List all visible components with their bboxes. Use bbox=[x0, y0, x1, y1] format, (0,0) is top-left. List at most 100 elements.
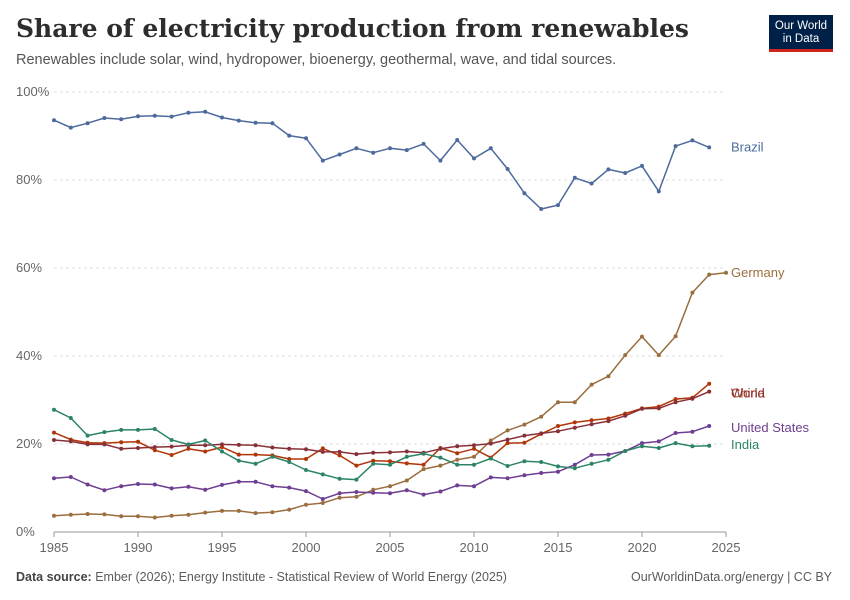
data-point bbox=[556, 203, 560, 208]
data-point bbox=[236, 508, 241, 513]
data-point bbox=[102, 442, 107, 447]
data-point bbox=[253, 120, 258, 125]
data-point bbox=[505, 437, 510, 442]
series-label-united-states[interactable]: United States bbox=[731, 420, 810, 435]
series-label-india[interactable]: India bbox=[731, 437, 760, 452]
data-point bbox=[270, 445, 275, 450]
data-point bbox=[690, 444, 695, 449]
data-point bbox=[673, 334, 678, 339]
data-point bbox=[354, 452, 359, 457]
data-point bbox=[404, 148, 409, 153]
data-point bbox=[304, 136, 308, 141]
data-point bbox=[522, 473, 527, 478]
data-point bbox=[186, 110, 191, 115]
data-point bbox=[472, 443, 476, 448]
data-point bbox=[136, 482, 140, 486]
data-point bbox=[505, 464, 510, 468]
series-line-world[interactable] bbox=[53, 390, 710, 455]
data-point bbox=[522, 191, 527, 196]
data-point bbox=[455, 444, 460, 449]
data-point bbox=[539, 431, 544, 436]
data-point bbox=[707, 443, 712, 448]
data-point bbox=[388, 462, 392, 467]
data-point bbox=[438, 455, 443, 460]
series-line-india[interactable] bbox=[53, 409, 710, 481]
data-point bbox=[472, 454, 476, 459]
data-point bbox=[287, 133, 292, 138]
data-point bbox=[287, 457, 292, 461]
data-point bbox=[522, 422, 527, 427]
series-line-germany[interactable] bbox=[53, 272, 727, 519]
data-point bbox=[623, 413, 628, 418]
data-point bbox=[304, 468, 308, 472]
data-point bbox=[136, 514, 140, 519]
data-point bbox=[152, 445, 157, 450]
x-tick-label: 1985 bbox=[40, 540, 69, 555]
data-point bbox=[472, 484, 476, 489]
data-point bbox=[236, 452, 241, 457]
data-point bbox=[52, 430, 56, 435]
series-label-brazil[interactable]: Brazil bbox=[731, 139, 764, 154]
data-point bbox=[152, 515, 157, 520]
data-point bbox=[572, 462, 577, 467]
series-label-china[interactable]: China bbox=[731, 386, 766, 401]
data-point bbox=[169, 453, 174, 457]
data-point bbox=[304, 447, 308, 452]
data-point bbox=[724, 270, 728, 275]
footer-credit[interactable]: OurWorldinData.org/energy | CC BY bbox=[630, 570, 832, 584]
data-point bbox=[186, 446, 191, 451]
data-point bbox=[152, 482, 157, 487]
series-line-brazil[interactable] bbox=[53, 111, 710, 210]
series-label-germany[interactable]: Germany bbox=[731, 265, 785, 280]
x-tick-label: 2000 bbox=[292, 540, 321, 555]
data-point bbox=[337, 491, 342, 496]
data-point bbox=[438, 463, 443, 468]
data-point bbox=[119, 484, 124, 489]
data-point bbox=[556, 469, 560, 474]
data-point bbox=[354, 463, 359, 468]
data-point bbox=[656, 353, 661, 358]
series-label-world[interactable]: World bbox=[731, 386, 765, 401]
data-point bbox=[169, 486, 174, 491]
data-point bbox=[673, 431, 678, 435]
data-point bbox=[320, 501, 325, 505]
data-point bbox=[253, 511, 258, 516]
data-point bbox=[320, 158, 325, 163]
data-point bbox=[102, 430, 107, 435]
data-point bbox=[337, 152, 342, 157]
chart-title: Share of electricity production from ren… bbox=[16, 14, 689, 43]
data-point bbox=[421, 141, 426, 146]
data-point bbox=[404, 488, 409, 493]
data-point bbox=[606, 167, 611, 172]
data-point bbox=[623, 353, 628, 358]
data-point bbox=[472, 446, 476, 451]
data-point bbox=[220, 115, 224, 120]
data-point bbox=[68, 475, 73, 479]
x-tick-label: 2015 bbox=[544, 540, 573, 555]
series-line-united-states[interactable] bbox=[53, 425, 710, 500]
data-point bbox=[186, 442, 191, 447]
data-point bbox=[438, 446, 443, 451]
data-point bbox=[102, 512, 107, 517]
data-point bbox=[623, 171, 628, 175]
data-point bbox=[404, 454, 409, 459]
data-point bbox=[488, 438, 493, 443]
data-point bbox=[438, 158, 443, 163]
series-line-china[interactable] bbox=[53, 383, 710, 467]
data-point bbox=[522, 440, 527, 445]
data-point bbox=[589, 453, 594, 457]
data-point bbox=[354, 146, 359, 151]
x-tick-label: 1995 bbox=[208, 540, 237, 555]
data-point bbox=[236, 118, 241, 123]
data-point bbox=[52, 438, 56, 442]
data-point bbox=[304, 489, 308, 494]
owid-logo[interactable]: Our World in Data bbox=[769, 15, 833, 52]
data-point bbox=[354, 490, 359, 494]
data-point bbox=[690, 290, 695, 295]
data-point bbox=[707, 272, 712, 277]
data-point bbox=[270, 484, 275, 489]
data-point bbox=[68, 125, 73, 130]
data-point bbox=[270, 510, 275, 515]
data-point bbox=[606, 419, 611, 424]
